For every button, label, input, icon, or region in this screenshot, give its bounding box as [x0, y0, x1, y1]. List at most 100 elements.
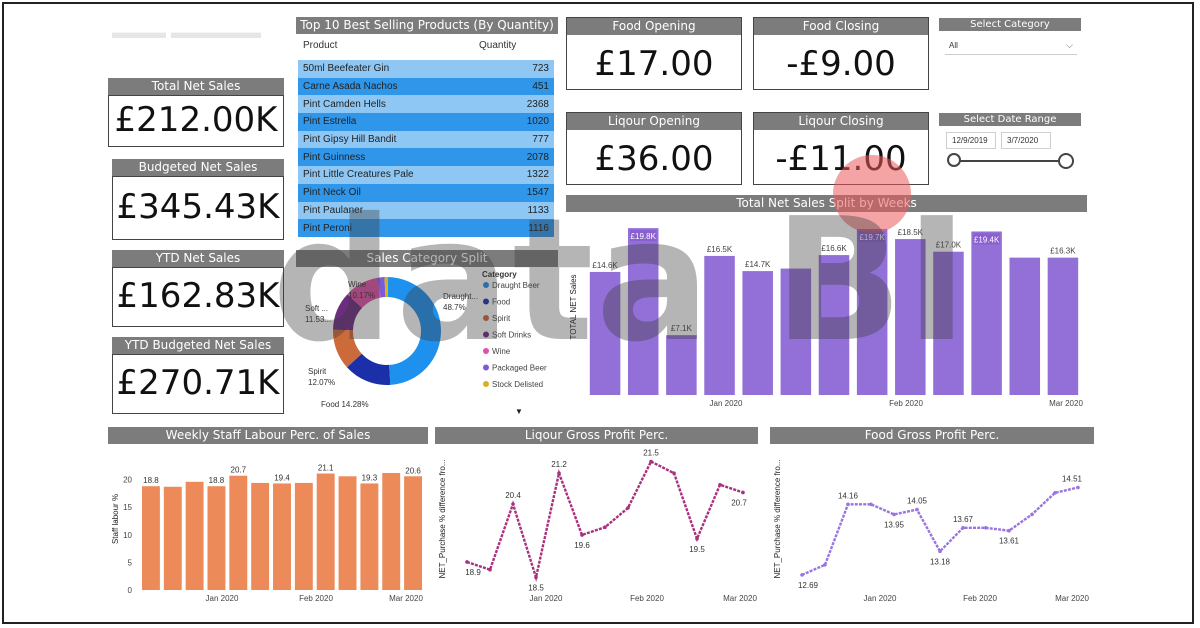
data-label: 20.7 [231, 466, 247, 475]
table-row[interactable]: Pint Peroni 1116 [298, 219, 554, 237]
quantity-cell: 777 [532, 134, 549, 146]
legend-item: Draught Beer [492, 281, 540, 290]
y-tick-label: 0 [128, 586, 133, 595]
quantity-cell: 1547 [526, 187, 549, 199]
table-row[interactable]: Pint Guinness 2078 [298, 148, 554, 167]
ytd-budgeted-net-sales-card[interactable]: £270.71K [112, 354, 284, 414]
product-cell: Pint Peroni [303, 222, 352, 234]
data-label: £19.4K [974, 235, 1000, 244]
data-label: £18.5K [898, 228, 924, 237]
table-row[interactable]: Pint Camden Hells 2368 [298, 95, 554, 114]
data-point [488, 567, 492, 572]
slice-label: Food 14.28% [321, 400, 369, 409]
data-label: £17.0K [936, 241, 962, 250]
select-category-header: Select Category [939, 18, 1081, 31]
food-closing-header: Food Closing [754, 18, 928, 35]
product-column-header[interactable]: Product [303, 40, 338, 51]
table-row[interactable]: Pint Paulaner 1133 [298, 201, 554, 220]
data-point [823, 563, 827, 567]
data-point [961, 526, 965, 530]
net-sales-weeks-chart: TOTAL NET Sales £14.6K £19.8K £7.1K £16.5K £1… [569, 228, 1083, 408]
food-gp-chart: NET_Purchase % difference fro... 12.69 14.… [773, 459, 1089, 603]
ytd-budgeted-net-sales-header: YTD Budgeted Net Sales [112, 337, 284, 354]
bar [971, 231, 1002, 395]
data-label: £14.7K [745, 260, 771, 269]
table-row[interactable]: Pint Neck Oil 1547 [298, 183, 554, 202]
total-net-sales-card[interactable]: £212.00K [108, 95, 284, 147]
data-label: £16.3K [1050, 247, 1076, 256]
start-date-input[interactable]: 12/9/2019 [946, 132, 996, 149]
data-label-bg [973, 233, 1000, 245]
product-cell: Pint Paulaner [303, 204, 364, 216]
table-row[interactable]: Carne Asada Nachos 451 [298, 77, 554, 96]
data-point [938, 549, 942, 554]
data-label: 21.2 [551, 460, 567, 469]
pie-slice [384, 277, 389, 298]
faded-logo: ▬▬▬ ▬▬▬▬▬ [112, 22, 262, 42]
staff-labour-chart: Staff labour % 0 5 10 15 20 18.8 18.8 20.7 19.4 21… [111, 464, 423, 603]
bar [404, 476, 423, 590]
bar [273, 483, 291, 590]
date-slider-track[interactable] [955, 160, 1067, 162]
bar [933, 251, 964, 395]
data-label: 18.9 [465, 568, 481, 577]
data-label: 20.4 [505, 491, 521, 500]
legend-item: Spirit [492, 314, 511, 323]
quantity-cell: 451 [532, 81, 549, 93]
quantity-cell: 1322 [526, 169, 549, 181]
legend-marker [483, 315, 489, 321]
bar [207, 486, 226, 590]
data-point [915, 507, 919, 512]
liqour-gp-chart: NET_Purchase % difference fro... 18.9 20.4… [438, 449, 757, 603]
data-label: £16.5K [707, 245, 733, 254]
x-tick-label: Feb 2020 [889, 399, 923, 408]
date-slider-end-handle[interactable] [1058, 153, 1074, 169]
food-closing-value: -£9.00 [786, 44, 896, 84]
legend-scroll-down-icon[interactable]: ▼ [515, 407, 523, 416]
table-row[interactable]: 50ml Beefeater Gin 723 [298, 60, 554, 78]
data-label: 13.18 [930, 557, 951, 566]
y-axis-label: Staff labour % [111, 494, 120, 544]
end-date-input[interactable]: 3/7/2020 [1001, 132, 1051, 149]
data-point [1053, 491, 1057, 495]
ytd-net-sales-card[interactable]: £162.83K [112, 267, 284, 327]
bar [704, 255, 735, 395]
data-label: 19.3 [362, 473, 378, 482]
x-tick-label: Feb 2020 [963, 594, 997, 603]
data-point [626, 506, 630, 510]
x-tick-label: Feb 2020 [299, 594, 333, 603]
top-products-header: Top 10 Best Selling Products (By Quantit… [296, 17, 558, 34]
table-row[interactable]: Pint Gipsy Hill Bandit 777 [298, 130, 554, 149]
data-label-bg [629, 230, 657, 242]
quantity-cell: 1116 [528, 222, 549, 234]
data-label: 14.51 [1062, 475, 1083, 484]
bar [627, 228, 659, 395]
data-point [672, 471, 676, 475]
data-label: 21.5 [643, 449, 659, 458]
bar [1009, 257, 1041, 395]
data-point [695, 537, 699, 541]
date-slider-start-handle[interactable] [947, 153, 961, 167]
bar [185, 481, 204, 590]
bar [589, 271, 621, 395]
pie-slice [387, 277, 442, 385]
category-split-chart: Draught... 48.7% Food 14.28% Spirit 12.07% So… [305, 270, 547, 409]
x-tick-label: Jan 2020 [530, 594, 563, 603]
bar [856, 228, 888, 395]
food-gp-header: Food Gross Profit Perc. [770, 427, 1094, 444]
data-point [1076, 485, 1080, 490]
legend-item: Packaged Beer [492, 364, 547, 373]
liqour-closing-value: -£11.00 [775, 139, 907, 179]
table-row[interactable]: Pint Little Creatures Pale 1322 [298, 166, 554, 184]
x-tick-label: Mar 2020 [389, 594, 423, 603]
y-axis-label: NET_Purchase % difference fro... [773, 459, 782, 578]
data-label: 21.1 [318, 464, 334, 473]
table-row[interactable]: Pint Estrella 1020 [298, 113, 554, 131]
quantity-column-header[interactable]: Quantity [479, 40, 517, 51]
category-dropdown[interactable]: All ⌵ [945, 37, 1077, 55]
budgeted-net-sales-card[interactable]: £345.43K [112, 176, 284, 240]
liqour-opening-header: Liqour Opening [567, 113, 741, 130]
legend-item: Wine [492, 347, 511, 356]
quantity-cell: 2368 [526, 98, 549, 110]
